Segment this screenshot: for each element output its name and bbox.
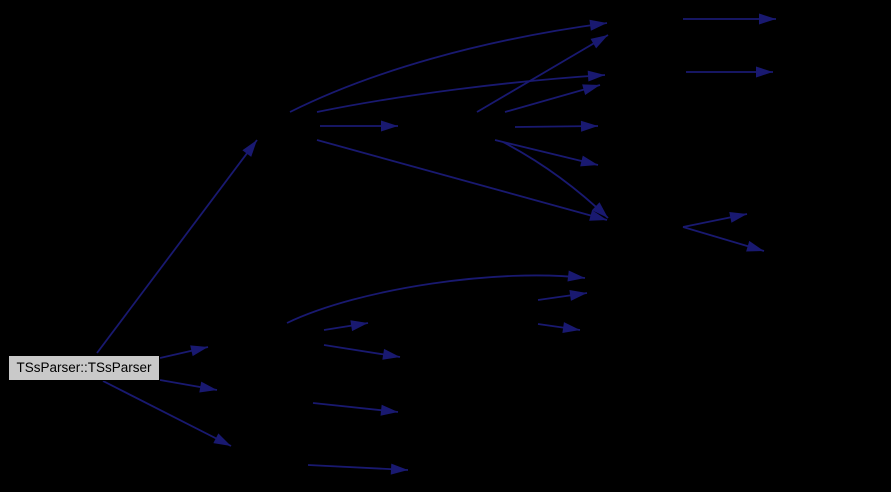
edge-n7-to-p4-arrowhead-icon: [746, 240, 764, 252]
edge-root-to-n1-arrowhead-icon: [242, 140, 257, 157]
edge-root-to-m5-arrowhead-icon: [213, 433, 231, 446]
edge-n1-to-n4: [316, 74, 606, 113]
edge-root-to-n1: [96, 139, 258, 354]
edge-root-to-m5: [102, 380, 232, 447]
edge-n3-to-n7-arrowhead-icon: [591, 202, 608, 218]
edge-m1-to-n8-arrowhead-icon: [567, 270, 585, 282]
edge-m1-to-m3-arrowhead-icon: [382, 348, 400, 360]
edge-n1-to-n7: [316, 139, 608, 221]
edge-n1-to-n2-arrowhead-icon: [589, 19, 607, 31]
edge-n3-to-n6: [494, 139, 599, 166]
edge-m1-to-n8: [286, 274, 586, 324]
edge-n1-to-n7-arrowhead-icon: [589, 210, 607, 221]
edge-n7-to-p3-arrowhead-icon: [729, 211, 747, 223]
edge-n3-to-n2-arrowhead-icon: [590, 35, 608, 49]
edge-n3-to-n4-arrowhead-icon: [582, 84, 600, 95]
edge-n3-to-n5-arrowhead-icon: [580, 120, 598, 132]
edge-root-to-m1-arrowhead-icon: [190, 345, 208, 357]
edge-n3-to-n6-arrowhead-icon: [580, 155, 598, 167]
edge-n4-to-p2-arrowhead-icon: [756, 66, 773, 78]
edge-n1-to-n2: [289, 22, 608, 113]
edge-m4-to-m6-arrowhead-icon: [380, 404, 398, 416]
edge-m2-to-n9-arrowhead-icon: [562, 322, 580, 334]
edge-n3-to-n2: [476, 34, 609, 113]
node-tssparser-tssparser: TSsParser::TSsParser: [8, 355, 160, 381]
edge-m1-to-m2-arrowhead-icon: [350, 320, 368, 332]
edge-m2-to-n8-arrowhead-icon: [569, 289, 587, 301]
edge-n1-to-n3-arrowhead-icon: [381, 120, 398, 132]
edge-n2-to-p1-arrowhead-icon: [759, 13, 776, 25]
edge-m5-to-m7-arrowhead-icon: [390, 463, 408, 475]
edge-root-to-m4-arrowhead-icon: [199, 381, 217, 393]
edge-n1-to-n4-arrowhead-icon: [587, 70, 605, 82]
